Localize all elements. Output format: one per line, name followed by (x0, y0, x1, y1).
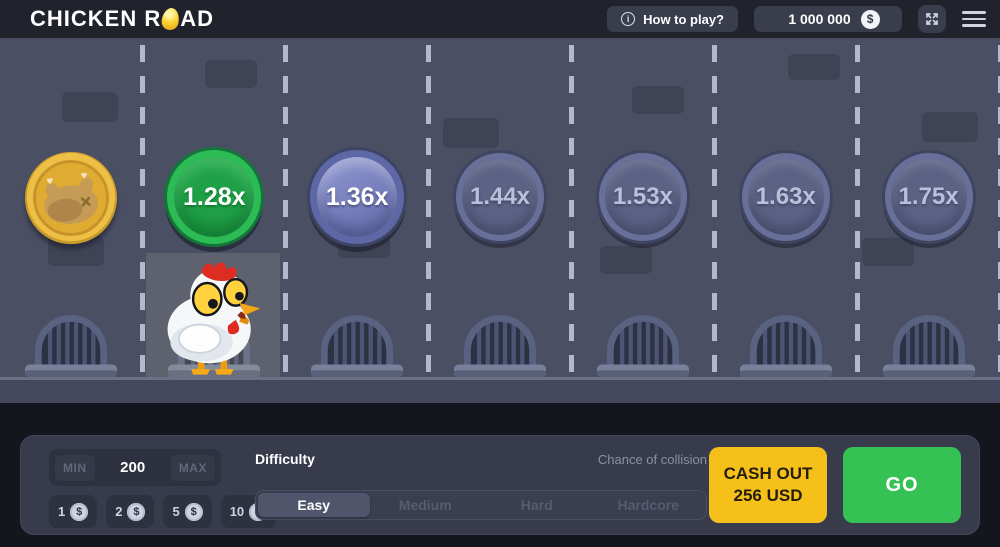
multiplier-coin: 1.75x (884, 153, 973, 241)
quick-bets: 1 $ 2 $ 5 $ 10 $ (49, 495, 277, 528)
road-patch (600, 246, 652, 274)
info-icon: i (621, 12, 636, 26)
game-area: ♥ ♥ 1.28x (0, 38, 1000, 435)
multiplier-coin: 1.53x (598, 153, 687, 241)
control-panel: MIN 200 MAX 1 $ 2 $ 5 $ 10 $ Difficulty … (20, 435, 980, 535)
menu-icon (962, 11, 986, 14)
max-bet-button[interactable]: MAX (170, 454, 215, 481)
difficulty-tab[interactable]: Hardcore (593, 493, 705, 517)
balance-display: 1 000 000 $ (754, 6, 902, 32)
quick-bet-button[interactable]: 5 $ (163, 495, 212, 528)
multiplier-label: 1.44x (469, 183, 531, 210)
quick-bet-amount: 10 (229, 504, 245, 519)
road-lane: 1.63x ♥ ♥ (714, 38, 860, 377)
road-lane: ♥ ♥ (0, 38, 146, 377)
difficulty-tab[interactable]: Hard (481, 493, 593, 517)
logo: CHICKEN R AD (30, 6, 214, 32)
lane-divider-dashes (711, 38, 717, 377)
chicken-character (167, 262, 261, 375)
multiplier-coin: 1.63x (741, 153, 830, 241)
sewer-grate-icon (739, 315, 832, 377)
road-patch (205, 60, 257, 88)
action-buttons: CASH OUT 256 USD GO (709, 447, 961, 523)
top-bar: CHICKEN R AD i How to play? 1 000 000 $ (0, 0, 1000, 38)
how-to-play-button[interactable]: i How to play? (607, 6, 738, 32)
multiplier-coin: 1.44x (456, 153, 544, 241)
lanes: ♥ ♥ 1.28x (0, 38, 1000, 377)
quick-bet-amount: 5 (172, 504, 180, 519)
difficulty-tab[interactable]: Easy (258, 493, 370, 517)
multiplier-coin: 1.36x (310, 150, 405, 244)
sewer-grate-icon (25, 315, 118, 377)
min-bet-button[interactable]: MIN (55, 454, 95, 481)
road-patch (632, 86, 684, 114)
cash-out-button[interactable]: CASH OUT 256 USD (709, 447, 827, 523)
logo-text-left: CHICKEN R (30, 6, 162, 31)
lane-divider-dashes (854, 38, 860, 377)
menu-button[interactable] (962, 10, 986, 28)
dollar-coin-icon: $ (860, 9, 880, 29)
dollar-coin-icon: $ (70, 502, 89, 521)
go-button[interactable]: GO (843, 447, 961, 523)
multiplier-label: 1.63x (755, 183, 816, 210)
sewer-grate-icon (453, 315, 547, 377)
road-patch (62, 92, 118, 122)
sewer-grate-icon (596, 315, 689, 377)
controls-background: MIN 200 MAX 1 $ 2 $ 5 $ 10 $ Difficulty … (0, 435, 1000, 547)
multiplier-coin: 1.28x (167, 150, 262, 244)
fullscreen-icon (926, 13, 938, 25)
how-to-play-label: How to play? (643, 11, 724, 27)
road-lane: 1.44x ♥ ♥ (429, 38, 574, 377)
dollar-coin-icon: $ (184, 502, 203, 521)
road-patch (922, 112, 978, 142)
road-patch (443, 118, 499, 148)
lane-divider-dashes (568, 38, 574, 377)
bet-column: MIN 200 MAX 1 $ 2 $ 5 $ 10 $ (49, 449, 277, 528)
lane-divider-dashes (426, 38, 432, 377)
balance-value: 1 000 000 (788, 11, 851, 27)
multiplier-label: 1.53x (612, 183, 673, 210)
difficulty-column: Difficulty Chance of collision Easy Mediu… (255, 449, 707, 520)
road-patch (788, 54, 840, 80)
multiplier-label: 1.75x (898, 183, 959, 210)
quick-bet-button[interactable]: 2 $ (106, 495, 155, 528)
bet-amount-value[interactable]: 200 (120, 459, 146, 476)
road-lane: 1.36x ♥ ♥ (286, 38, 432, 377)
road-patch (862, 238, 914, 266)
egg-icon (160, 6, 182, 32)
svg-text:♥: ♥ (81, 170, 89, 183)
lane-divider-dashes (283, 38, 289, 377)
sewer-grate-icon (311, 315, 404, 377)
road-lane: 1.75x ♥ ♥ (857, 38, 1000, 377)
curb-shadow (0, 403, 1000, 435)
multiplier-label: 1.28x (183, 182, 246, 211)
quick-bet-amount: 1 (58, 504, 66, 519)
sidewalk (0, 377, 1000, 403)
sewer-grate-icon (882, 315, 975, 377)
cash-out-label: CASH OUT (723, 463, 813, 483)
logo-text-right: AD (180, 6, 215, 31)
roasted-chicken-coin-icon: ♥ ♥ (25, 151, 118, 245)
quick-bet-amount: 2 (115, 504, 123, 519)
bet-amount-box: MIN 200 MAX (49, 449, 221, 486)
multiplier-label: 1.36x (325, 182, 389, 211)
lane-divider-dashes (140, 38, 146, 377)
road-lane: 1.53x ♥ ♥ (571, 38, 717, 377)
lane-divider-dashes (997, 38, 1000, 377)
cash-out-amount: 256 USD (733, 486, 803, 505)
difficulty-tabs: Easy Medium Hard Hardcore (255, 490, 707, 520)
difficulty-label: Difficulty (255, 451, 315, 467)
dollar-coin-icon: $ (127, 502, 146, 521)
fullscreen-button[interactable] (918, 5, 946, 33)
quick-bet-button[interactable]: 1 $ (49, 495, 98, 528)
difficulty-tab[interactable]: Medium (370, 493, 482, 517)
svg-text:♥: ♥ (46, 175, 54, 188)
chance-of-collision-label: Chance of collision (597, 452, 707, 467)
